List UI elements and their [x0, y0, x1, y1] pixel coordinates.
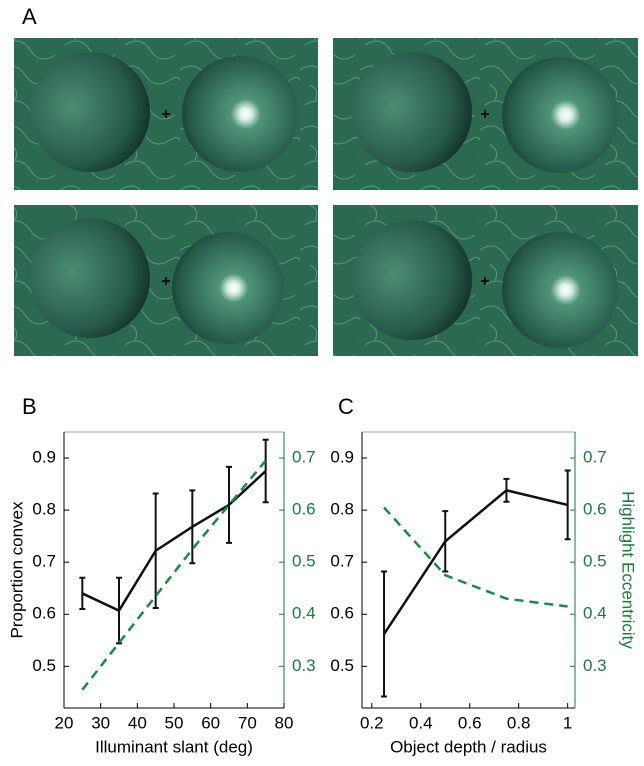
- y2-axis-label: Highlight Eccentricity: [619, 491, 638, 649]
- y2-tick-label: 0.3: [292, 656, 316, 675]
- y-tick-label: 0.7: [330, 552, 354, 571]
- x-tick-label: 1: [563, 713, 572, 732]
- x-tick-label: 80: [275, 713, 294, 732]
- error-bar: [226, 465, 232, 544]
- error-bar: [564, 469, 571, 541]
- y-tick-label: 0.9: [32, 448, 56, 467]
- x-tick-label: 60: [201, 713, 220, 732]
- stimulus: [14, 38, 318, 190]
- y2-tick-label: 0.4: [292, 604, 316, 623]
- error-bar: [381, 570, 388, 698]
- error-bar: [152, 492, 159, 610]
- x-tick-label: 40: [128, 713, 147, 732]
- y2-tick-label: 0.5: [292, 552, 316, 571]
- y2-tick-label: 0.6: [583, 500, 607, 519]
- x-tick-label: 0.6: [458, 713, 482, 732]
- y-tick-label: 0.5: [330, 656, 354, 675]
- series-line: [81, 470, 267, 613]
- error-bar: [79, 576, 86, 611]
- x-tick-label: 50: [165, 713, 184, 732]
- y-tick-label: 0.8: [32, 500, 56, 519]
- x-tick-label: 0.4: [409, 713, 433, 732]
- error-bar: [189, 489, 196, 565]
- series-line: [382, 488, 568, 635]
- series-line: [81, 459, 267, 691]
- x-tick-label: 20: [55, 713, 74, 732]
- y-tick-label: 0.5: [32, 656, 56, 675]
- x-tick-label: 0.2: [360, 713, 384, 732]
- error-bar: [262, 438, 269, 504]
- x-tick-label: 30: [91, 713, 110, 732]
- error-bar: [442, 510, 449, 573]
- x-axis-label: Illuminant slant (deg): [95, 737, 253, 756]
- y-tick-label: 0.9: [330, 448, 354, 467]
- y-tick-label: 0.6: [330, 604, 354, 623]
- x-axis-label: Object depth / radius: [390, 737, 547, 756]
- y2-tick-label: 0.7: [292, 448, 316, 467]
- panel-label: B: [22, 394, 37, 419]
- error-bar: [116, 576, 122, 645]
- stimulus-images: [14, 38, 638, 356]
- x-tick-label: 70: [238, 713, 257, 732]
- y2-tick-label: 0.5: [583, 552, 607, 571]
- panel-label: C: [338, 394, 354, 419]
- stimulus: [333, 38, 638, 190]
- x-tick-label: 0.8: [507, 713, 531, 732]
- y-tick-label: 0.6: [32, 604, 56, 623]
- y2-tick-label: 0.6: [292, 500, 316, 519]
- y-tick-label: 0.7: [32, 552, 56, 571]
- stimulus: [333, 205, 638, 356]
- y-axis-label: Proportion convex: [7, 501, 26, 639]
- y-tick-label: 0.8: [330, 500, 354, 519]
- y2-tick-label: 0.4: [583, 604, 607, 623]
- panel-label: A: [22, 4, 37, 29]
- stimulus: [14, 205, 318, 356]
- y2-tick-label: 0.7: [583, 448, 607, 467]
- y2-tick-label: 0.3: [583, 656, 607, 675]
- error-bar: [503, 477, 510, 503]
- series-line: [383, 506, 568, 608]
